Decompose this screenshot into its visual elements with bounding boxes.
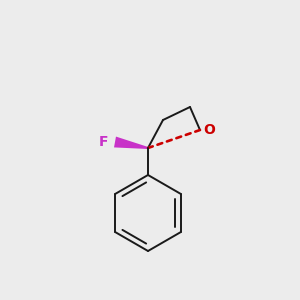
Text: F: F: [99, 135, 109, 149]
Text: O: O: [203, 123, 215, 137]
Polygon shape: [114, 136, 148, 149]
